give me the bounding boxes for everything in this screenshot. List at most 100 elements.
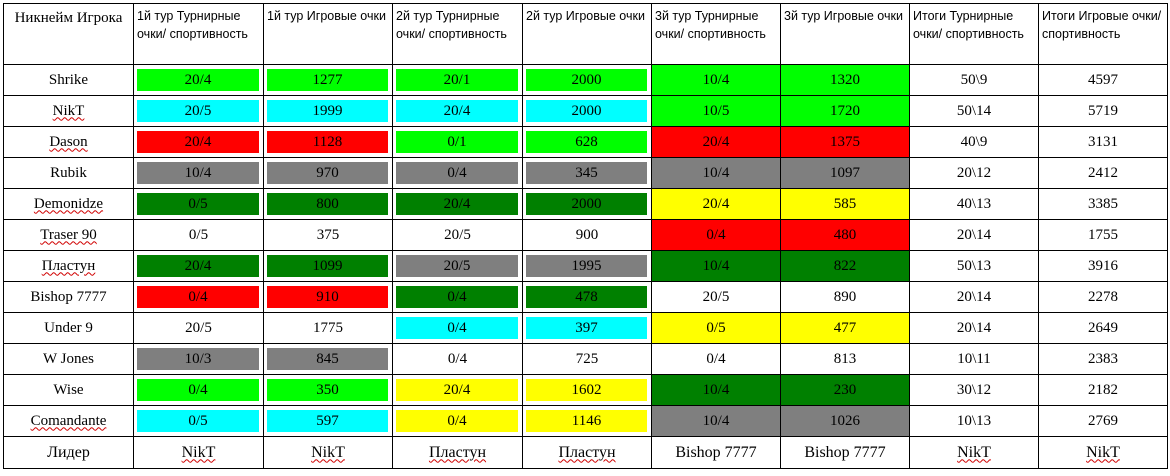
player-name: Пластун — [41, 257, 96, 274]
total-game-points-cell: 4597 — [1038, 64, 1168, 96]
column-header: 1й тур Игровые очки — [263, 3, 393, 65]
column-header-label: 1й тур Игровые очки — [267, 9, 386, 23]
header-row: Никнейм Игрока 1й тур Турнирные очки/ спо… — [3, 3, 1168, 65]
column-header-label: Итоги Турнирные очки/ спортивность — [913, 9, 1024, 41]
round3-game-points: 1320 — [781, 65, 909, 95]
round3-tournament-points-cell: 20/4 — [651, 126, 781, 158]
round1-game-points-cell: 970 — [263, 157, 393, 189]
round1-game-points-cell: 910 — [263, 281, 393, 313]
table-row: Rubik 10/4 970 0/4 345 10/4 1097 20\12 2412 — [3, 157, 1168, 189]
round1-game-points: 1775 — [313, 319, 343, 336]
round3-tournament-points: 0/5 — [652, 313, 780, 343]
round3-tournament-points: 20/5 — [702, 288, 730, 305]
total-game-points-cell: 1755 — [1038, 219, 1168, 251]
round3-game-points-cell: 230 — [780, 374, 910, 406]
leader-row: Лидер NikT NikT Пластун Пластун Bishop 7777 Bi… — [3, 436, 1168, 469]
player-cell: Demonidze — [3, 188, 134, 220]
round2-game-points: 397 — [526, 317, 647, 339]
table-row: Пластун 20/4 1099 20/5 1995 10/4 822 50\13 3916 — [3, 250, 1168, 282]
total-tournament-points: 20\14 — [956, 319, 992, 336]
round1-game-points: 970 — [267, 162, 388, 184]
round1-tournament-points-cell: 10/3 — [133, 343, 264, 375]
round1-tournament-points: 0/4 — [137, 379, 259, 401]
total-game-points-cell: 2649 — [1038, 312, 1168, 344]
column-header: Итоги Турнирные очки/ спортивность — [909, 3, 1039, 65]
round3-tournament-points-cell: 10/5 — [651, 95, 781, 127]
round3-game-points: 1097 — [781, 158, 909, 188]
round2-tournament-points: 20/1 — [396, 69, 518, 91]
round3-game-points: 480 — [781, 220, 909, 250]
column-header: 3й тур Игровые очки — [780, 3, 910, 65]
round2-game-points: 345 — [526, 162, 647, 184]
total-tournament-points-cell: 20\14 — [909, 281, 1039, 313]
leader-round1-tournament-points-cell: NikT — [133, 436, 264, 469]
table-row: Wise 0/4 350 20/4 1602 10/4 230 30\12 2182 — [3, 374, 1168, 406]
round1-game-points: 1277 — [267, 69, 388, 91]
player-cell: Dason — [3, 126, 134, 158]
round3-tournament-points: 10/4 — [652, 158, 780, 188]
leader-round1-game-points-cell: NikT — [263, 436, 393, 469]
round1-tournament-points: 0/5 — [137, 193, 259, 215]
round1-tournament-points: 20/4 — [137, 131, 259, 153]
round2-tournament-points-cell: 20/1 — [392, 64, 523, 96]
round2-game-points-cell: 900 — [522, 219, 652, 251]
round2-game-points-cell: 478 — [522, 281, 652, 313]
results-table: Никнейм Игрока 1й тур Турнирные очки/ спо… — [3, 3, 1168, 469]
column-header: Итоги Игровые очки/ спортивность — [1038, 3, 1168, 65]
round1-game-points: 845 — [267, 348, 388, 370]
round1-game-points: 1128 — [267, 131, 388, 153]
round1-tournament-points: 10/4 — [137, 162, 259, 184]
round1-tournament-points-cell: 0/5 — [133, 219, 264, 251]
round2-game-points-cell: 628 — [522, 126, 652, 158]
round3-game-points: 813 — [833, 350, 857, 367]
column-header: 1й тур Турнирные очки/ спортивность — [133, 3, 264, 65]
round3-tournament-points: 10/4 — [652, 375, 780, 405]
round2-tournament-points-cell: 0/4 — [392, 312, 523, 344]
round1-tournament-points: 0/4 — [137, 286, 259, 308]
player-name: Comandante — [30, 412, 107, 429]
round1-game-points-cell: 1277 — [263, 64, 393, 96]
round3-game-points-cell: 1375 — [780, 126, 910, 158]
round3-game-points: 822 — [781, 251, 909, 281]
round2-game-points-cell: 2000 — [522, 95, 652, 127]
column-header: 2й тур Турнирные очки/ спортивность — [392, 3, 523, 65]
table-row: Demonidze 0/5 800 20/4 2000 20/4 585 40\13 3385 — [3, 188, 1168, 220]
total-game-points: 4597 — [1088, 71, 1118, 88]
round3-tournament-points: 10/4 — [652, 65, 780, 95]
leader-round3-game-points-cell: Bishop 7777 — [780, 436, 910, 469]
round2-tournament-points-cell: 20/5 — [392, 250, 523, 282]
round1-game-points-cell: 597 — [263, 405, 393, 437]
total-tournament-points: 30\12 — [956, 381, 992, 398]
round1-tournament-points-cell: 0/5 — [133, 405, 264, 437]
round2-game-points: 2000 — [526, 100, 647, 122]
leader-name: Пластун — [428, 443, 487, 461]
column-header-label: Итоги Игровые очки/ спортивность — [1042, 9, 1162, 41]
round2-tournament-points: 0/4 — [396, 162, 518, 184]
player-name: Demonidze — [33, 195, 104, 212]
round1-game-points-cell: 350 — [263, 374, 393, 406]
round3-tournament-points-cell: 20/4 — [651, 188, 781, 220]
round2-tournament-points-cell: 20/4 — [392, 374, 523, 406]
leader-round3-tournament-points-cell: Bishop 7777 — [651, 436, 781, 469]
total-tournament-points: 40\9 — [960, 133, 988, 150]
round3-tournament-points-cell: 10/4 — [651, 374, 781, 406]
round3-tournament-points-cell: 10/4 — [651, 64, 781, 96]
total-game-points: 2649 — [1088, 319, 1118, 336]
total-tournament-points-cell: 50\9 — [909, 64, 1039, 96]
round3-game-points-cell: 822 — [780, 250, 910, 282]
round2-tournament-points-cell: 0/4 — [392, 405, 523, 437]
leader-name: Пластун — [558, 443, 616, 461]
round3-game-points-cell: 477 — [780, 312, 910, 344]
round1-game-points: 800 — [267, 193, 388, 215]
round1-game-points-cell: 1775 — [263, 312, 393, 344]
round1-game-points: 375 — [316, 226, 340, 243]
round2-game-points: 1995 — [526, 255, 647, 277]
leader-name: NikT — [181, 443, 216, 461]
total-game-points: 2412 — [1088, 164, 1118, 181]
round2-tournament-points-cell: 0/1 — [392, 126, 523, 158]
player-name: W Jones — [43, 350, 94, 367]
round1-game-points-cell: 1099 — [263, 250, 393, 282]
total-game-points-cell: 2278 — [1038, 281, 1168, 313]
leader-label-cell: Лидер — [3, 436, 134, 469]
player-cell: Shrike — [3, 64, 134, 96]
